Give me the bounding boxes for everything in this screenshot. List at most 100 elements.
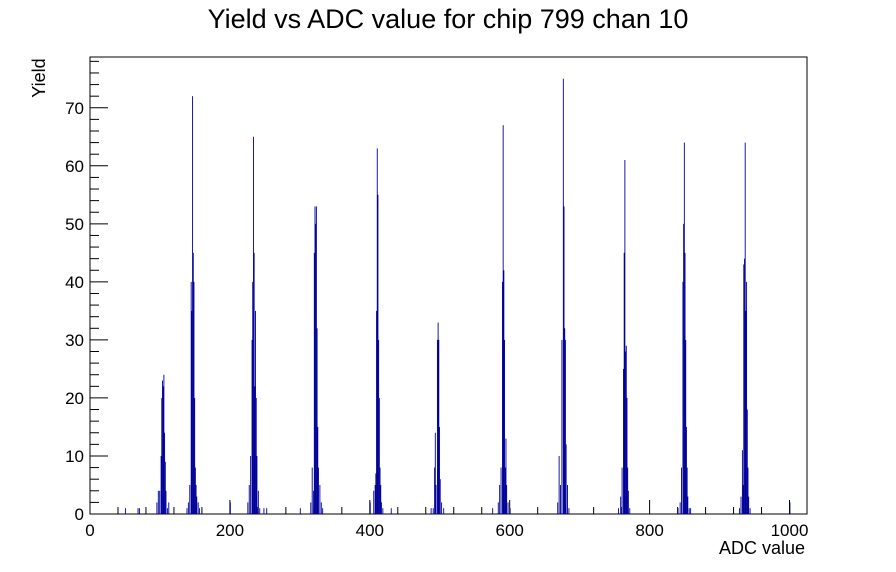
- histogram-bin: [168, 502, 170, 514]
- histogram-bin: [621, 467, 623, 514]
- histogram-bin: [255, 310, 256, 514]
- histogram-bin: [187, 502, 189, 514]
- histogram-bin: [375, 473, 377, 514]
- histogram-bin: [789, 502, 791, 514]
- histogram-bin: [313, 490, 315, 514]
- histogram-bin: [627, 490, 629, 514]
- histogram-bin: [744, 142, 746, 514]
- histogram-bin: [162, 386, 164, 514]
- histogram-bin: [196, 496, 198, 514]
- histogram-bin: [247, 502, 249, 514]
- histogram-bin: [266, 508, 268, 514]
- x-tick-label: 0: [85, 521, 94, 540]
- histogram-bin: [193, 281, 195, 514]
- y-tick-label: 60: [65, 157, 84, 176]
- histogram-bin: [623, 368, 624, 514]
- histogram-bin: [625, 345, 627, 514]
- histogram-bin: [565, 444, 567, 514]
- histogram-bin: [439, 479, 441, 514]
- x-tick-label: 400: [356, 521, 384, 540]
- histogram-bin: [745, 310, 747, 514]
- histogram-bin: [434, 467, 436, 514]
- histogram-bin: [373, 490, 375, 514]
- histogram-bin: [742, 484, 744, 514]
- histogram-bin: [157, 490, 159, 514]
- histogram-bin: [379, 467, 381, 514]
- histogram-bin: [500, 467, 502, 514]
- histogram-bin: [252, 281, 254, 514]
- histogram-bin: [186, 508, 188, 514]
- histogram-bin: [315, 223, 317, 515]
- x-tick-label: 600: [496, 521, 524, 540]
- histogram-bin: [254, 386, 256, 514]
- y-axis-label: Yield: [29, 58, 49, 97]
- histogram-bin: [629, 508, 631, 514]
- histogram-bin: [432, 508, 434, 514]
- histogram-bin: [686, 467, 688, 514]
- histogram-bin: [382, 508, 384, 514]
- histogram-bin: [740, 496, 742, 514]
- histogram-bin: [257, 490, 259, 514]
- histogram-bin: [253, 252, 255, 514]
- histogram-bin: [560, 484, 561, 514]
- histogram-bin: [620, 496, 622, 514]
- histogram-bin: [156, 502, 158, 514]
- histogram-bin: [229, 502, 231, 514]
- histogram-bin: [194, 397, 196, 514]
- histogram-bin: [380, 484, 382, 514]
- histogram-bin: [192, 96, 194, 515]
- histogram-bin: [248, 484, 250, 514]
- plot-frame: [89, 56, 808, 515]
- histogram-bin: [682, 281, 684, 514]
- histogram-bin: [314, 206, 316, 514]
- histogram-bin: [159, 490, 161, 514]
- histogram-bin: [506, 484, 508, 514]
- histogram-bin: [688, 508, 690, 514]
- histogram-bin: [376, 148, 378, 514]
- histogram-bin: [162, 380, 163, 514]
- y-tick-label: 40: [65, 273, 84, 292]
- histogram-bars: [124, 78, 791, 515]
- histogram-bin: [502, 281, 503, 514]
- histogram-bin: [746, 409, 748, 514]
- histogram-bin: [681, 467, 682, 514]
- histogram-bin: [739, 508, 741, 514]
- histogram-bin: [318, 467, 319, 514]
- histogram-bin: [441, 502, 443, 514]
- histogram-bin: [378, 397, 380, 514]
- histogram-bin: [197, 502, 199, 514]
- histogram-bin: [497, 502, 499, 514]
- histogram-bin: [564, 328, 566, 514]
- histogram-bin: [561, 339, 563, 514]
- histogram-bin: [618, 508, 620, 514]
- histogram-bin: [685, 339, 687, 514]
- histogram-bin: [310, 502, 312, 514]
- histogram-bin: [624, 160, 626, 514]
- histogram-bin: [191, 310, 193, 514]
- histogram-bin: [679, 502, 681, 514]
- histogram-bin: [749, 508, 751, 514]
- histogram-bin: [504, 339, 506, 514]
- histogram-bin: [499, 484, 501, 514]
- y-tick-label: 50: [65, 215, 84, 234]
- histogram-bin: [677, 508, 679, 514]
- histogram-bin: [252, 136, 254, 515]
- histogram-bin: [164, 461, 166, 514]
- histogram-bin: [509, 508, 511, 514]
- tick-labels: 0 200 400 600 800 1000 0 10 20 30 40 50 60 70: [65, 99, 808, 540]
- histogram-bin: [369, 502, 371, 514]
- histogram-bin: [747, 467, 749, 514]
- histogram-bin: [255, 397, 257, 514]
- x-tick-label: 200: [216, 521, 244, 540]
- histogram-bin: [319, 484, 321, 514]
- histogram-bin: [435, 484, 437, 514]
- histogram-bin: [316, 328, 318, 514]
- histogram-bin: [256, 455, 258, 514]
- histogram-bin: [374, 484, 376, 514]
- histogram-bin: [746, 281, 748, 514]
- histogram-bin: [568, 508, 570, 514]
- histogram-bin: [195, 484, 197, 514]
- histogram-bin: [137, 508, 139, 514]
- histogram-bin: [259, 508, 261, 514]
